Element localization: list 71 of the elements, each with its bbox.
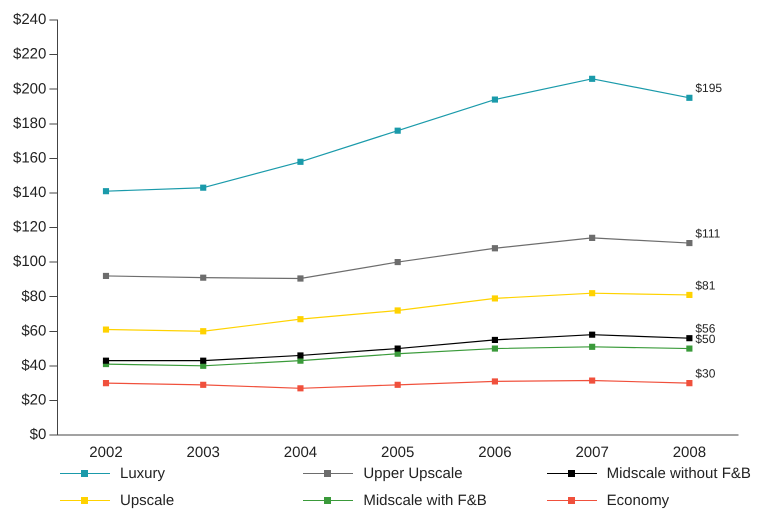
point xyxy=(200,274,206,281)
x-tick-label: 2006 xyxy=(478,444,512,462)
point xyxy=(492,378,498,384)
point xyxy=(394,128,401,134)
y-tick-label: $140 xyxy=(12,184,46,202)
legend-label: Economy xyxy=(606,492,670,509)
point xyxy=(394,307,401,314)
point xyxy=(297,385,304,392)
y-tick-label: $200 xyxy=(12,80,46,98)
point xyxy=(686,292,692,298)
point xyxy=(297,316,304,322)
point xyxy=(686,335,692,342)
point xyxy=(589,290,596,296)
data-label: $56 xyxy=(695,321,716,336)
point xyxy=(200,382,206,388)
y-tick-label: $160 xyxy=(12,149,46,166)
data-label: $81 xyxy=(695,278,716,292)
point xyxy=(200,362,206,369)
y-tick-label: $240 xyxy=(12,11,46,28)
point xyxy=(102,272,110,279)
point xyxy=(102,188,110,194)
point xyxy=(394,345,401,352)
point xyxy=(200,358,206,364)
x-tick-label: 2004 xyxy=(284,444,318,462)
legend-label: Midscale without F&B xyxy=(606,465,751,482)
point xyxy=(686,94,692,101)
point xyxy=(492,295,498,302)
legend-label: Luxury xyxy=(120,465,166,482)
point xyxy=(102,326,110,333)
point xyxy=(589,377,596,384)
point xyxy=(589,76,596,82)
point xyxy=(102,380,110,386)
point xyxy=(394,382,401,388)
point xyxy=(394,259,401,266)
x-tick-label: 2003 xyxy=(186,444,220,462)
point xyxy=(297,158,304,165)
point xyxy=(686,345,692,352)
y-tick-label: $220 xyxy=(12,46,46,63)
point xyxy=(297,275,304,282)
point xyxy=(492,345,498,352)
data-label: $195 xyxy=(695,81,722,96)
legend-label: Upper Upscale xyxy=(363,465,463,482)
point xyxy=(686,380,692,386)
x-tick-label: 2005 xyxy=(380,444,414,462)
point xyxy=(394,350,401,357)
y-tick-label: $20 xyxy=(21,392,46,409)
point xyxy=(492,96,498,103)
y-tick-label: $180 xyxy=(12,114,46,132)
point xyxy=(492,336,498,343)
data-label: $30 xyxy=(695,366,716,380)
x-tick-label: 2002 xyxy=(89,444,123,462)
y-tick-label: $0 xyxy=(30,426,46,444)
point xyxy=(589,332,596,338)
y-tick-label: $60 xyxy=(21,322,46,340)
point xyxy=(297,352,304,359)
point xyxy=(686,240,692,246)
x-tick-label: 2007 xyxy=(575,444,609,462)
legend-label: Upscale xyxy=(120,492,174,509)
point xyxy=(200,328,206,334)
y-tick-label: $40 xyxy=(21,356,46,374)
point xyxy=(589,234,596,241)
point xyxy=(492,245,498,252)
point xyxy=(589,344,596,350)
data-label: $111 xyxy=(695,226,721,240)
y-tick-label: $120 xyxy=(12,218,46,236)
y-tick-label: $100 xyxy=(12,253,46,270)
x-tick-label: 2008 xyxy=(672,444,706,462)
legend-label: Midscale with F&B xyxy=(363,492,487,509)
y-tick-label: $80 xyxy=(21,288,46,305)
point xyxy=(102,358,110,364)
point xyxy=(200,184,206,191)
